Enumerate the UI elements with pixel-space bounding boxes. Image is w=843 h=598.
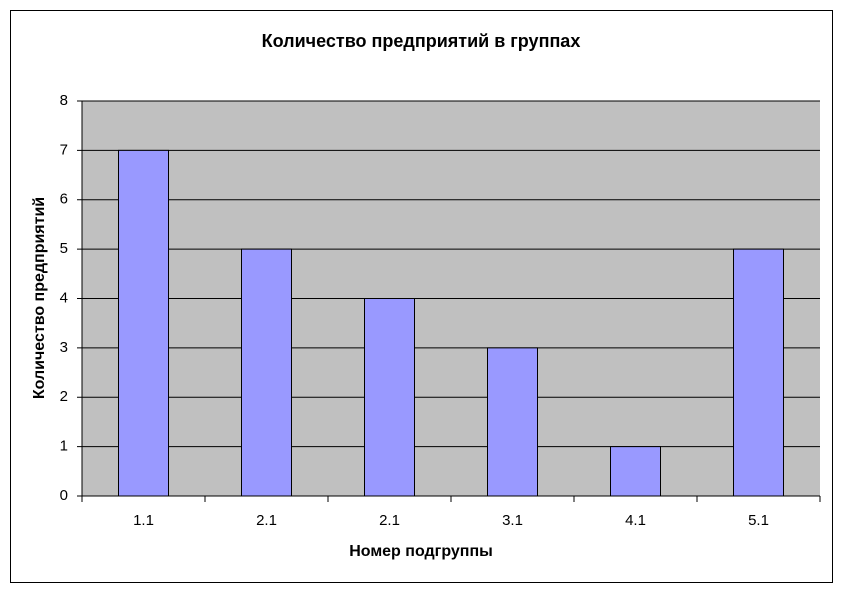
bar: [364, 298, 415, 497]
y-tick-label: 4: [60, 289, 68, 306]
x-tick-label: 2.1: [379, 512, 400, 529]
y-tick-label: 1: [60, 438, 68, 455]
y-tick-label: 2: [60, 388, 68, 405]
x-tick-label: 3.1: [502, 512, 523, 529]
bar: [487, 347, 538, 497]
y-tick-label: 7: [60, 141, 68, 158]
x-tick-label: 2.1: [256, 512, 277, 529]
bar: [241, 248, 292, 497]
bar: [733, 248, 784, 497]
y-tick-label: 0: [60, 487, 68, 504]
y-tick-label: 6: [60, 191, 68, 208]
bar: [118, 149, 169, 497]
x-axis-label: Номер подгруппы: [349, 543, 493, 560]
y-axis-label: Количество предприятий: [31, 197, 48, 399]
x-tick-label: 4.1: [625, 512, 646, 529]
y-tick-label: 3: [60, 339, 68, 356]
x-tick-label: 5.1: [748, 512, 769, 529]
x-tick-label: 1.1: [133, 512, 154, 529]
y-tick-label: 8: [60, 92, 68, 109]
chart-title: Количество предприятий в группах: [262, 31, 581, 51]
y-tick-label: 5: [60, 240, 68, 257]
bar: [610, 446, 661, 497]
